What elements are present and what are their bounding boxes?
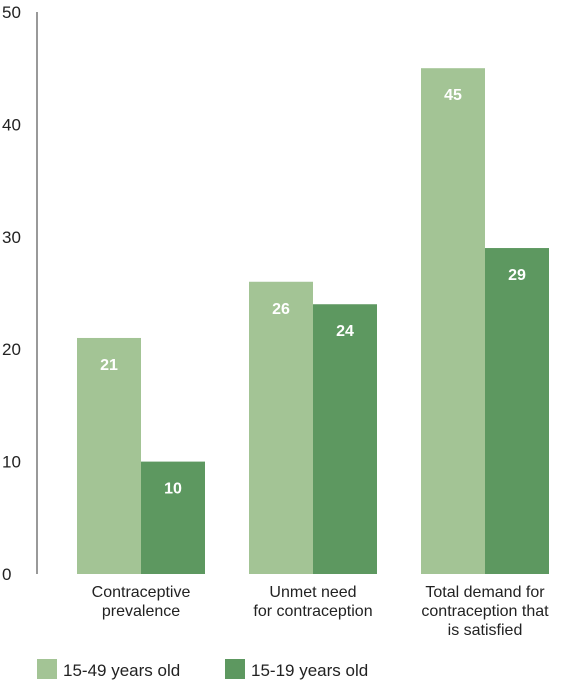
data-label-series1-cat3: 45 [444, 87, 462, 104]
legend: 15-49 years old 15-19 years old [37, 659, 368, 680]
bar-series1-cat2 [249, 281, 313, 574]
y-tick-label-40: 40 [2, 115, 21, 134]
bar-series2-cat3 [485, 248, 549, 575]
legend-swatch-2 [225, 659, 245, 679]
y-tick-label-20: 20 [2, 340, 21, 359]
category-label-3-line-3: is satisfied [448, 622, 523, 639]
category-label-1: Contraceptive prevalence [92, 584, 191, 620]
bar-series2-cat1 [141, 461, 205, 574]
category-label-2: Unmet need for contraception [253, 584, 372, 620]
y-axis-ticks: 0 10 20 30 40 50 [2, 3, 21, 584]
data-label-series1-cat1: 21 [100, 357, 118, 374]
category-label-2-line-2: for contraception [253, 603, 372, 620]
y-tick-label-10: 10 [2, 453, 21, 472]
data-label-series2-cat1: 10 [164, 481, 182, 498]
bars [77, 68, 549, 575]
data-label-series1-cat2: 26 [272, 301, 290, 318]
y-tick-label-50: 50 [2, 3, 21, 22]
category-label-3: Total demand for contraception that is sat… [421, 584, 549, 639]
bar-series1-cat3 [421, 68, 485, 574]
data-labels: 21 26 45 10 24 29 [100, 87, 526, 497]
legend-swatch-1 [37, 659, 57, 679]
bar-series2-cat2 [313, 304, 377, 574]
category-label-1-line-2: prevalence [102, 603, 180, 620]
data-label-series2-cat3: 29 [508, 267, 526, 284]
data-label-series2-cat2: 24 [336, 323, 354, 340]
category-labels: Contraceptive prevalence Unmet need for con… [92, 584, 550, 639]
category-label-3-line-2: contraception that [421, 603, 549, 620]
y-tick-label-0: 0 [2, 565, 11, 584]
y-tick-label-30: 30 [2, 228, 21, 247]
category-label-3-line-1: Total demand for [425, 584, 545, 601]
category-label-1-line-1: Contraceptive [92, 584, 191, 601]
legend-label-1: 15-49 years old [63, 661, 180, 680]
category-label-2-line-1: Unmet need [269, 584, 356, 601]
bar-series1-cat1 [77, 337, 141, 574]
legend-label-2: 15-19 years old [251, 661, 368, 680]
